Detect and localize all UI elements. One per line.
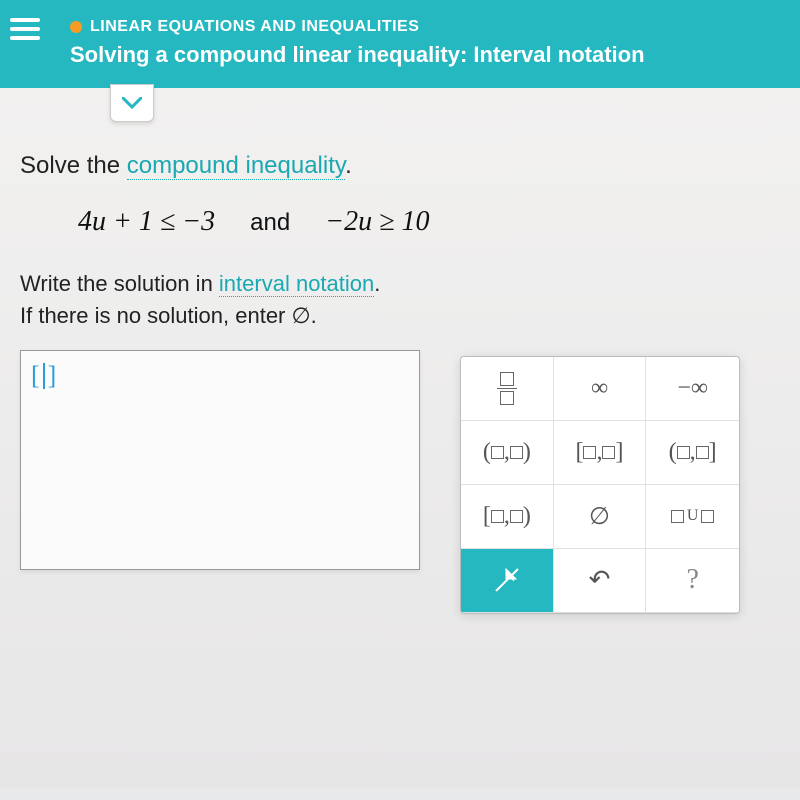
infinity-button[interactable]: ∞ [554, 357, 647, 421]
equation-display: 4u + 1 ≤ −3 and −2u ≥ 10 [78, 206, 770, 238]
equation-left: 4u + 1 ≤ −3 [78, 206, 215, 237]
menu-icon[interactable] [10, 18, 40, 40]
caret-icon [43, 363, 45, 389]
symbol-palette: ∞ −∞ (,) [,] (,] [,) ∅ U ↶ ? [460, 356, 740, 614]
lesson-header: LINEAR EQUATIONS AND INEQUALITIES Solvin… [0, 0, 800, 88]
content-area: Solve the compound inequality. 4u + 1 ≤ … [0, 88, 800, 788]
open-open-interval-button[interactable]: (,) [461, 421, 554, 485]
pointer-tool-button[interactable] [461, 549, 554, 613]
answer-input[interactable]: [ ] [20, 350, 420, 570]
category-dot-icon [70, 21, 82, 33]
fraction-button[interactable] [461, 357, 554, 421]
answer-cursor: [ ] [31, 361, 56, 391]
keyword-compound-inequality[interactable]: compound inequality [127, 152, 345, 180]
undo-button[interactable]: ↶ [554, 549, 647, 613]
instruction-text: Write the solution in interval notation.… [20, 268, 770, 332]
category-label: LINEAR EQUATIONS AND INEQUALITIES [70, 18, 780, 36]
closed-closed-interval-button[interactable]: [,] [554, 421, 647, 485]
union-button[interactable]: U [646, 485, 739, 549]
closed-open-interval-button[interactable]: [,) [461, 485, 554, 549]
equation-right: −2u ≥ 10 [325, 206, 429, 237]
equation-and: and [250, 209, 290, 236]
keyword-interval-notation[interactable]: interval notation [219, 271, 374, 297]
neg-infinity-button[interactable]: −∞ [646, 357, 739, 421]
empty-set-button[interactable]: ∅ [554, 485, 647, 549]
lesson-title: Solving a compound linear inequality: In… [70, 42, 780, 68]
help-button[interactable]: ? [646, 549, 739, 613]
prompt-text: Solve the compound inequality. [20, 152, 770, 180]
open-closed-interval-button[interactable]: (,] [646, 421, 739, 485]
chevron-down-icon[interactable] [110, 84, 154, 122]
